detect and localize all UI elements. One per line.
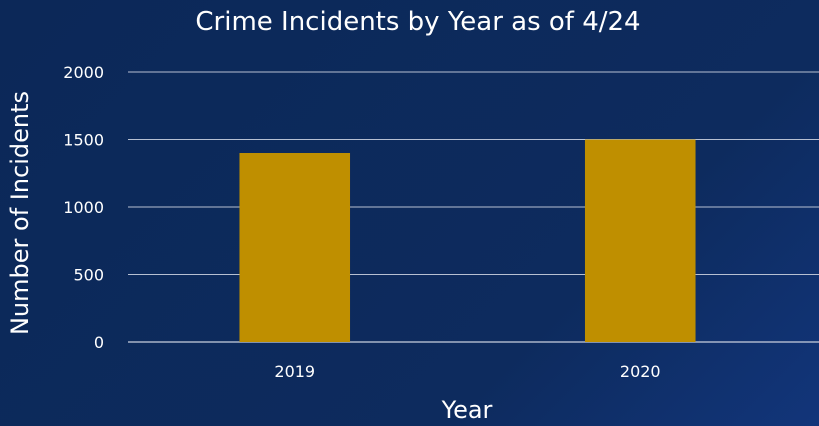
bar-2020 <box>584 139 696 342</box>
y-tick-label: 1500 <box>63 131 104 150</box>
y-tick-labels: 0 500 1000 1500 2000 <box>63 63 104 352</box>
x-tick-label: 2019 <box>274 362 315 381</box>
y-tick-label: 2000 <box>63 63 104 82</box>
x-axis-title: Year <box>441 396 493 424</box>
y-tick-label: 1000 <box>63 198 104 217</box>
y-tick-label: 500 <box>73 266 104 285</box>
y-axis-title: Number of Incidents <box>6 91 34 335</box>
x-tick-labels: 2019 2020 <box>274 362 660 381</box>
chart-title: Crime Incidents by Year as of 4/24 <box>195 7 640 37</box>
bar-2019 <box>239 153 351 342</box>
x-tick-label: 2020 <box>620 362 661 381</box>
bars <box>239 139 696 342</box>
grid-lines <box>128 71 819 343</box>
y-tick-label: 0 <box>94 333 104 352</box>
